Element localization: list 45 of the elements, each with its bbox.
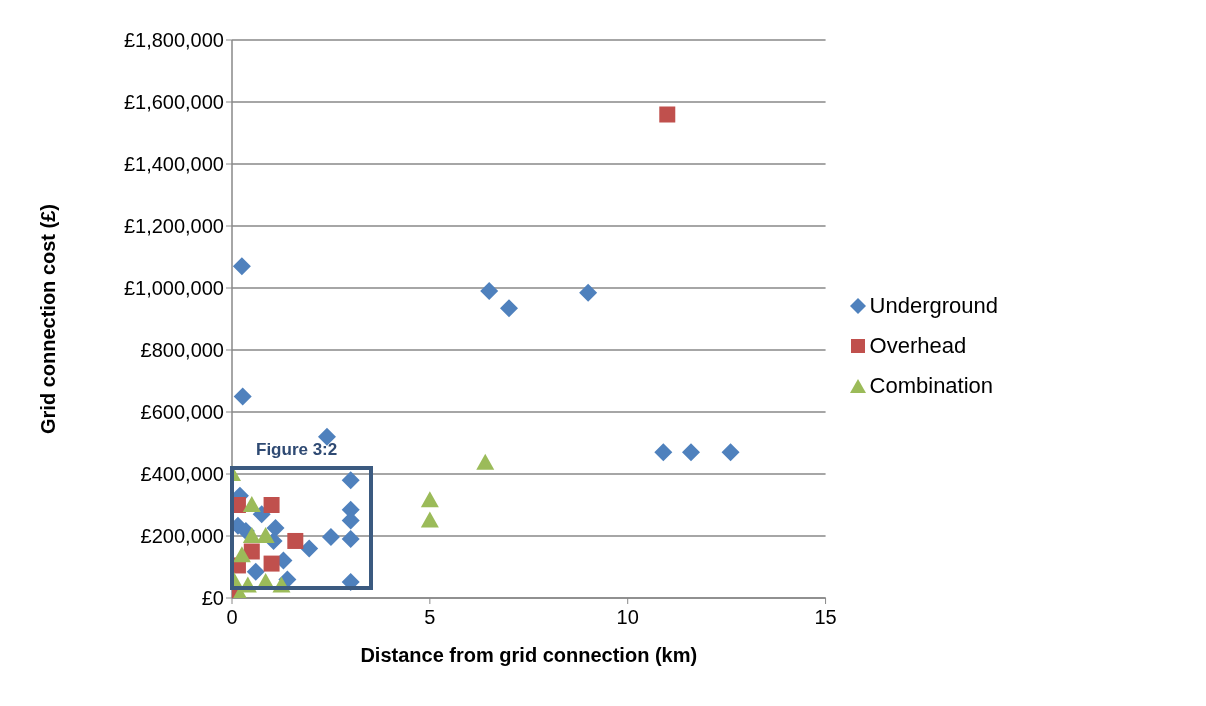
point (654, 443, 673, 462)
point (242, 527, 261, 543)
y-tick-label: £1,600,000 (123, 91, 224, 114)
point (420, 511, 439, 528)
x-tick-label: 15 (814, 606, 837, 628)
annotation: Figure 3:2 (256, 440, 338, 460)
point (341, 471, 360, 490)
y-axis-title: Grid connection cost (£) (37, 203, 60, 435)
y-tick-label: £1,200,000 (123, 215, 224, 238)
y-tick-label: £1,000,000 (123, 277, 224, 300)
y-tick-label: £1,800,000 (123, 29, 224, 52)
y-tick-label: £200,000 (140, 525, 224, 548)
y-tick-label: £600,000 (140, 401, 224, 424)
legend-label: Combination (869, 373, 994, 399)
point (246, 562, 265, 581)
point (341, 530, 360, 549)
point (500, 299, 518, 318)
point (321, 527, 340, 546)
point (242, 496, 261, 512)
point (232, 257, 251, 276)
legend-label: Underground (869, 293, 998, 319)
point (263, 497, 280, 513)
point (266, 518, 285, 537)
point (579, 283, 598, 302)
x-tick-label: 0 (226, 606, 238, 628)
point (263, 555, 280, 572)
y-tick-label: £800,000 (140, 339, 224, 362)
point (420, 491, 439, 508)
y-tick-label: £1,400,000 (123, 153, 224, 176)
legend-label: Overhead (869, 333, 967, 359)
x-axis-title: Distance from grid connection (km) (360, 644, 698, 667)
x-tick-label: 5 (424, 606, 436, 628)
point (659, 106, 676, 123)
point (256, 527, 275, 543)
point (682, 443, 701, 462)
x-tick-label: 10 (616, 606, 639, 628)
y-tick-label: £0 (201, 587, 224, 610)
point (287, 532, 304, 549)
point (721, 443, 740, 462)
point (232, 546, 251, 563)
y-tick-label: £400,000 (140, 463, 224, 486)
point (476, 453, 495, 470)
point (480, 282, 499, 301)
point (300, 539, 319, 558)
point (233, 387, 252, 406)
